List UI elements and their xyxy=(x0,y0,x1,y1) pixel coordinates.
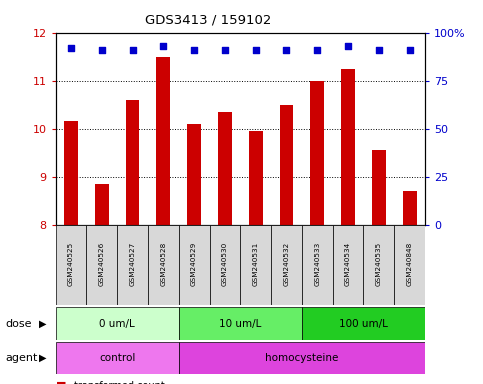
Bar xyxy=(179,342,425,374)
Text: GSM240525: GSM240525 xyxy=(68,242,74,286)
Bar xyxy=(218,112,232,225)
Point xyxy=(406,47,413,53)
Bar xyxy=(372,150,386,225)
Bar xyxy=(364,225,394,305)
Point xyxy=(190,47,198,53)
Text: GSM240848: GSM240848 xyxy=(407,242,412,286)
Bar xyxy=(56,342,179,374)
Point xyxy=(221,47,229,53)
Text: 0 um/L: 0 um/L xyxy=(99,318,135,329)
Text: transformed count: transformed count xyxy=(74,381,165,384)
Text: GSM240533: GSM240533 xyxy=(314,242,320,286)
Bar xyxy=(240,225,271,305)
Bar xyxy=(117,225,148,305)
Text: GSM240530: GSM240530 xyxy=(222,242,228,286)
Text: ■: ■ xyxy=(56,381,66,384)
Bar xyxy=(156,57,170,225)
Bar xyxy=(311,81,324,225)
Text: GDS3413 / 159102: GDS3413 / 159102 xyxy=(144,13,271,26)
Text: GSM240532: GSM240532 xyxy=(284,242,289,286)
Text: agent: agent xyxy=(6,353,38,363)
Text: ▶: ▶ xyxy=(39,318,46,329)
Bar xyxy=(341,69,355,225)
Text: 100 um/L: 100 um/L xyxy=(339,318,388,329)
Text: GSM240527: GSM240527 xyxy=(129,242,136,286)
Point xyxy=(252,47,259,53)
Bar xyxy=(179,225,210,305)
Point xyxy=(98,47,106,53)
Bar xyxy=(249,131,263,225)
Point xyxy=(344,43,352,49)
Text: GSM240535: GSM240535 xyxy=(376,242,382,286)
Point xyxy=(313,47,321,53)
Point xyxy=(283,47,290,53)
Bar xyxy=(403,191,416,225)
Bar xyxy=(333,225,364,305)
Bar xyxy=(64,121,78,225)
Text: 10 um/L: 10 um/L xyxy=(219,318,261,329)
Bar xyxy=(126,100,140,225)
Text: control: control xyxy=(99,353,135,363)
Bar xyxy=(179,307,302,340)
Bar xyxy=(148,225,179,305)
Text: GSM240528: GSM240528 xyxy=(160,242,166,286)
Point xyxy=(159,43,167,49)
Point xyxy=(67,45,75,51)
Text: homocysteine: homocysteine xyxy=(265,353,339,363)
Bar xyxy=(210,225,240,305)
Text: GSM240529: GSM240529 xyxy=(191,242,197,286)
Bar xyxy=(271,225,302,305)
Bar xyxy=(56,307,179,340)
Point xyxy=(375,47,383,53)
Bar xyxy=(302,225,333,305)
Bar xyxy=(394,225,425,305)
Bar xyxy=(280,105,293,225)
Bar xyxy=(302,307,425,340)
Bar xyxy=(86,225,117,305)
Text: GSM240534: GSM240534 xyxy=(345,242,351,286)
Text: dose: dose xyxy=(6,318,32,329)
Bar xyxy=(56,225,86,305)
Text: GSM240531: GSM240531 xyxy=(253,242,259,286)
Text: GSM240526: GSM240526 xyxy=(99,242,105,286)
Point xyxy=(128,47,136,53)
Bar xyxy=(95,184,109,225)
Bar xyxy=(187,124,201,225)
Text: ▶: ▶ xyxy=(39,353,46,363)
